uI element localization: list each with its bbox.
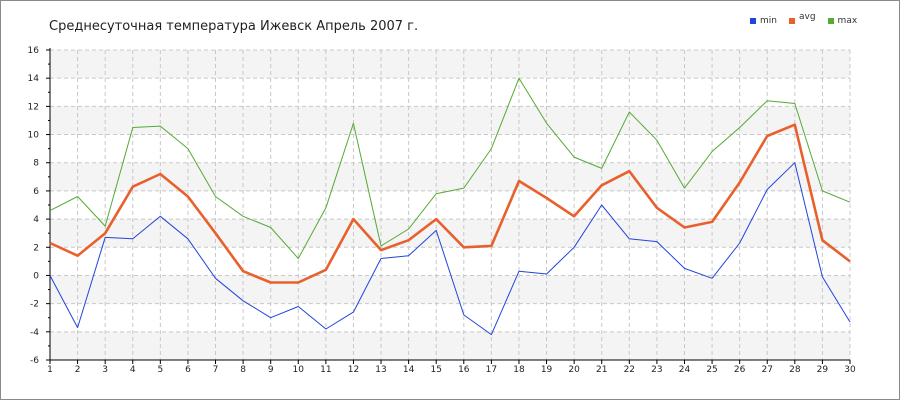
legend-label-max: max: [837, 16, 858, 26]
y-tick-label: -4: [30, 328, 39, 338]
grid-lines: [49, 49, 851, 361]
x-tick-label: 10: [293, 365, 305, 375]
legend-swatch-max: [827, 18, 834, 24]
y-tick-label: 8: [33, 159, 39, 169]
grid-band: [50, 50, 850, 79]
grid-bands: [50, 50, 850, 360]
x-tick-label: 12: [348, 365, 359, 375]
x-tick-label: 22: [624, 365, 635, 375]
x-tick-label: 7: [213, 365, 219, 375]
grid-band: [50, 162, 850, 191]
y-tick-label: -6: [30, 356, 39, 366]
y-tick-label: 6: [33, 187, 39, 197]
axes: [49, 48, 850, 361]
chart-legend: min avg max: [750, 12, 858, 26]
x-tick-label: 2: [75, 365, 81, 375]
x-tick-label: 8: [240, 365, 246, 375]
x-tick-label: 16: [458, 365, 470, 375]
y-tick-label: 4: [33, 215, 39, 225]
legend-label-avg: avg: [798, 12, 816, 22]
y-tick-labels: -6 -4 -2 0 2 4 6 8 10 12 14 16: [28, 46, 40, 366]
x-tick-label: 15: [430, 365, 441, 375]
x-tick-label: 19: [541, 365, 553, 375]
x-tick-label: 18: [513, 365, 525, 375]
legend-item-max: max: [827, 16, 858, 26]
x-tick-labels: 1 2 3 4 5 6 7 8 9 10 11 12 13 14 15 16 17 18 19 20 21 22 23 24 2…: [47, 365, 856, 375]
x-tick-label: 1: [47, 365, 53, 375]
legend-swatch-avg: [788, 18, 795, 24]
x-tick-label: 11: [320, 365, 331, 375]
tick-marks: [46, 49, 851, 364]
x-tick-label: 27: [762, 365, 773, 375]
x-tick-label: 28: [789, 365, 801, 375]
y-tick-label: 0: [33, 271, 39, 281]
series-lines: [49, 77, 851, 336]
x-tick-label: 26: [734, 365, 746, 375]
x-tick-label: 5: [157, 365, 163, 375]
x-tick-label: 9: [268, 365, 274, 375]
y-tick-label: -2: [30, 300, 39, 310]
x-tick-label: 29: [817, 365, 829, 375]
y-tick-label: 14: [28, 74, 40, 84]
series-line-max: [49, 77, 851, 259]
y-tick-label: 16: [28, 46, 40, 56]
series-line-avg: [49, 123, 851, 284]
x-tick-label: 4: [130, 365, 136, 375]
x-tick-label: 24: [679, 365, 691, 375]
grid-band: [50, 106, 850, 135]
y-tick-label: 2: [33, 243, 39, 253]
series-line-min: [49, 162, 851, 336]
x-tick-label: 17: [486, 365, 497, 375]
x-tick-label: 21: [596, 365, 607, 375]
legend-label-min: min: [760, 16, 777, 26]
grid-band: [50, 275, 850, 304]
y-tick-label: 10: [28, 131, 40, 141]
legend-item-min: min: [750, 16, 777, 26]
legend-item-avg: avg: [788, 12, 816, 26]
x-tick-label: 13: [375, 365, 386, 375]
legend-swatch-min: [750, 18, 756, 24]
x-tick-label: 25: [706, 365, 717, 375]
x-tick-label: 14: [403, 365, 415, 375]
x-tick-label: 23: [651, 365, 662, 375]
y-tick-label: 12: [28, 102, 39, 112]
chart-title: Среднесуточная температура Ижевск Апрель…: [49, 19, 419, 34]
x-tick-label: 30: [844, 365, 856, 375]
x-tick-label: 20: [568, 365, 580, 375]
x-tick-label: 3: [102, 365, 108, 375]
x-tick-label: 6: [185, 365, 191, 375]
grid-band: [50, 331, 850, 360]
